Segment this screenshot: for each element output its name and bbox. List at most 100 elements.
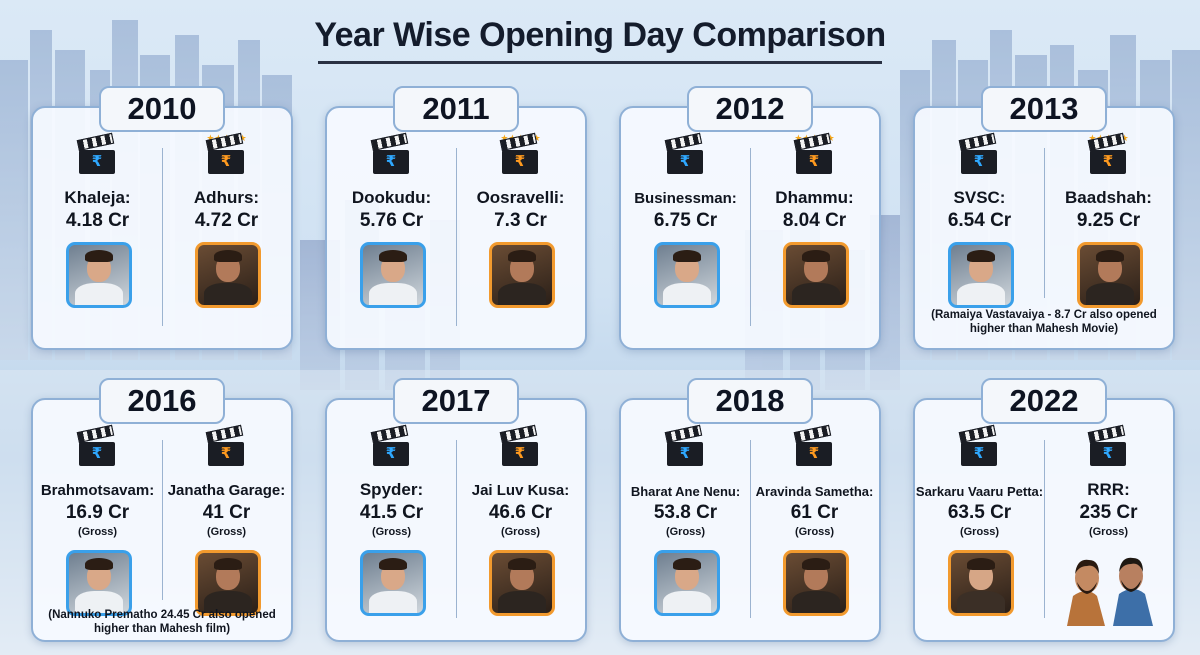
card-divider [750, 440, 751, 618]
movie-name: Jai Luv Kusa: [471, 482, 570, 499]
opening-value: 6.54 Cr [947, 210, 1012, 231]
gross-label: (Gross) [206, 526, 247, 538]
title-underline [318, 61, 882, 64]
ntr-movie: ₹ Jai Luv Kusa: 46.6 Cr (Gross) [456, 400, 585, 640]
year-card-2011: 2011 ₹ Dookudu: 5.76 Cr ★★★★★ ₹ Oosravel… [325, 86, 587, 350]
opening-value: 46.6 Cr [488, 502, 553, 523]
ntr-movie: ★★★★★ ₹ Oosravelli: 7.3 Cr [456, 108, 585, 348]
gross-label: (Gross) [665, 526, 706, 538]
opening-value: 61 Cr [790, 502, 839, 523]
movie-name: Dookudu: [351, 188, 432, 207]
mahesh-movie: ₹ Bharat Ane Nenu: 53.8 Cr (Gross) [621, 400, 750, 640]
card-divider [1044, 148, 1045, 298]
clapperboard-rupee-icon: ₹ [958, 424, 997, 466]
gross-label: (Gross) [794, 526, 835, 538]
year-label: 2017 [393, 378, 519, 424]
mahesh-movie: ₹ Spyder: 41.5 Cr (Gross) [327, 400, 456, 640]
opening-value: 16.9 Cr [65, 502, 130, 523]
clapperboard-rupee-icon: ₹ [205, 132, 244, 174]
ntr-movie: ★★★★★ ₹ Baadshah: 9.25 Cr [1044, 108, 1173, 348]
opening-value: 8.04 Cr [782, 210, 847, 231]
actor-photo [948, 242, 1014, 308]
opening-value: 41.5 Cr [359, 502, 424, 523]
actor-photo [489, 550, 555, 616]
year-label: 2010 [99, 86, 225, 132]
opening-value: 4.72 Cr [194, 210, 259, 231]
clapperboard-rupee-icon: ₹ [499, 424, 538, 466]
clapperboard-rupee-icon: ₹ [1087, 132, 1126, 174]
clapperboard-rupee-icon: ₹ [499, 132, 538, 174]
year-card-2017: 2017 ₹ Spyder: 41.5 Cr (Gross) ₹ Jai Luv… [325, 378, 587, 642]
card-footnote: (Ramaiya Vastavaiya - 8.7 Cr also opened… [931, 309, 1157, 335]
year-card-2013: 2013 ₹ SVSC: 6.54 Cr ★★★★★ ₹ Baadshah: 9… [913, 86, 1175, 350]
movie-name: Khaleja: [64, 188, 131, 207]
card-divider [1044, 440, 1045, 618]
card-divider [456, 148, 457, 326]
opening-value: 5.76 Cr [359, 210, 424, 231]
ntr-movie: ₹ Aravinda Sametha: 61 Cr (Gross) [750, 400, 879, 640]
ntr-movie: ₹ Janatha Garage: 41 Cr (Gross) [162, 400, 291, 640]
clapperboard-rupee-icon: ₹ [205, 424, 244, 466]
gross-label: (Gross) [1088, 526, 1129, 538]
actor-photo [654, 550, 720, 616]
opening-value: 235 Cr [1079, 502, 1138, 523]
opening-value: 53.8 Cr [653, 502, 718, 523]
actor-photo [66, 550, 132, 616]
rrr-poster-illustration [1067, 557, 1153, 626]
clapperboard-rupee-icon: ₹ [958, 132, 997, 174]
actor-photo [654, 242, 720, 308]
gross-label: (Gross) [959, 526, 1000, 538]
movie-name: Spyder: [359, 480, 424, 499]
clapperboard-rupee-icon: ₹ [664, 132, 703, 174]
year-card-2022: 2022 ₹ Sarkaru Vaaru Petta: 63.5 Cr (Gro… [913, 378, 1175, 642]
clapperboard-rupee-icon: ₹ [1087, 424, 1126, 466]
opening-value: 4.18 Cr [65, 210, 130, 231]
card-divider [456, 440, 457, 618]
year-label: 2012 [687, 86, 813, 132]
movie-name: Adhurs: [193, 188, 260, 207]
mahesh-movie: ₹ Sarkaru Vaaru Petta: 63.5 Cr (Gross) [915, 400, 1044, 640]
clapperboard-rupee-icon: ₹ [793, 424, 832, 466]
mahesh-movie: ₹ SVSC: 6.54 Cr [915, 108, 1044, 348]
year-label: 2011 [393, 86, 519, 132]
year-label: 2013 [981, 86, 1107, 132]
mahesh-movie: ₹ Dookudu: 5.76 Cr [327, 108, 456, 348]
opening-value: 41 Cr [202, 502, 251, 523]
clapperboard-rupee-icon: ₹ [793, 132, 832, 174]
card-divider [750, 148, 751, 326]
movie-name: Dhammu: [775, 188, 854, 207]
year-card-2012: 2012 ₹ Businessman: 6.75 Cr ★★★★★ ₹ Dham… [619, 86, 881, 350]
mahesh-movie: ₹ Khaleja: 4.18 Cr [33, 108, 162, 348]
page-title: Year Wise Opening Day Comparison [314, 16, 886, 54]
movie-name: Brahmotsavam: [40, 482, 155, 499]
opening-value: 63.5 Cr [947, 502, 1012, 523]
opening-value: 6.75 Cr [653, 210, 718, 231]
clapperboard-rupee-icon: ₹ [370, 424, 409, 466]
movie-name: RRR: [1087, 480, 1130, 499]
actor-photo [783, 242, 849, 308]
ntr-movie: ★★★★★ ₹ Dhammu: 8.04 Cr [750, 108, 879, 348]
actor-photo [360, 550, 426, 616]
movie-name: Businessman: [634, 190, 737, 207]
actor-photo [195, 550, 261, 616]
gross-label: (Gross) [77, 526, 118, 538]
mahesh-movie: ₹ Brahmotsavam: 16.9 Cr (Gross) [33, 400, 162, 640]
actor-photo [360, 242, 426, 308]
year-card-2018: 2018 ₹ Bharat Ane Nenu: 53.8 Cr (Gross) … [619, 378, 881, 642]
movie-name: Oosravelli: [476, 188, 565, 207]
clapperboard-rupee-icon: ₹ [76, 132, 115, 174]
movie-name: Sarkaru Vaaru Petta: [915, 484, 1044, 499]
clapperboard-rupee-icon: ₹ [664, 424, 703, 466]
clapperboard-rupee-icon: ₹ [76, 424, 115, 466]
card-divider [162, 440, 163, 600]
gross-label: (Gross) [371, 526, 412, 538]
mahesh-movie: ₹ Businessman: 6.75 Cr [621, 108, 750, 348]
movie-name: Baadshah: [1065, 188, 1152, 207]
clapperboard-rupee-icon: ₹ [370, 132, 409, 174]
ntr-movie: ₹ RRR: 235 Cr (Gross) [1044, 400, 1173, 640]
movie-name: Aravinda Sametha: [755, 484, 874, 499]
gross-label: (Gross) [500, 526, 541, 538]
year-label: 2022 [981, 378, 1107, 424]
actor-photo [783, 550, 849, 616]
movie-name: Bharat Ane Nenu: [630, 484, 741, 499]
